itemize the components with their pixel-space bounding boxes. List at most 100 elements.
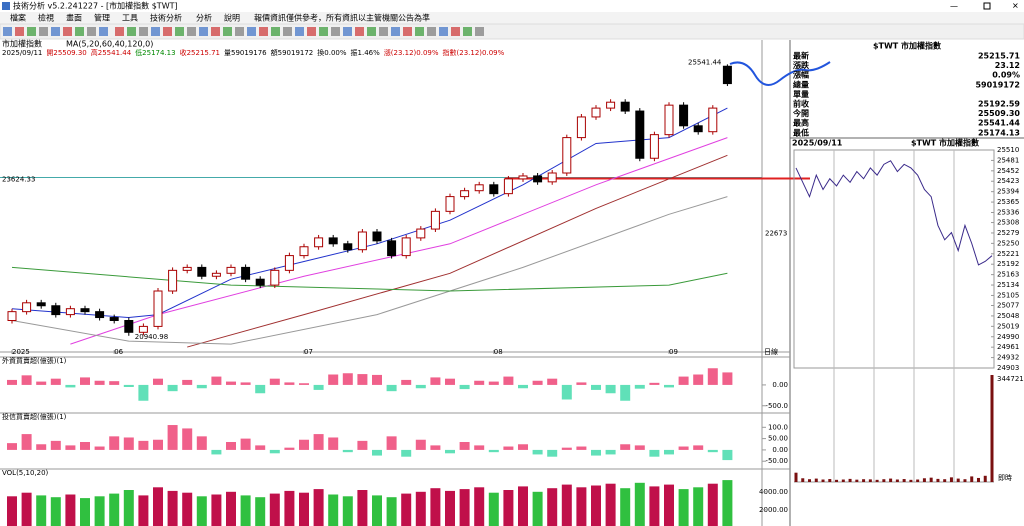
close[interactable]: ✕ (1012, 2, 1019, 11)
menu-item[interactable]: 檔案 (10, 13, 26, 23)
menu-item[interactable]: 畫面 (66, 13, 82, 23)
tool-icon[interactable] (127, 27, 136, 36)
tool-icon[interactable] (259, 27, 268, 36)
tool-icon[interactable] (199, 27, 208, 36)
bar (386, 384, 397, 392)
bar (532, 449, 543, 455)
bar (664, 484, 674, 526)
bar (94, 496, 105, 526)
bar (123, 384, 134, 387)
bar (372, 449, 382, 456)
x-tick-label: 06 (114, 348, 123, 356)
tool-icon[interactable] (355, 27, 364, 36)
toolbar-icons (3, 27, 484, 36)
tool-icon[interactable] (463, 27, 472, 36)
bar (226, 491, 236, 526)
tool-icon[interactable] (115, 27, 124, 36)
bar (50, 440, 61, 450)
info-item: 高25541.44 (91, 48, 132, 57)
maximize[interactable] (983, 2, 991, 10)
bar (634, 482, 645, 526)
info-item: 額59019172 (271, 48, 314, 57)
tool-icon[interactable] (75, 27, 84, 36)
bar (342, 449, 353, 453)
bar (707, 368, 718, 385)
menu-item[interactable]: 說明 (224, 13, 240, 23)
tool-icon[interactable] (439, 27, 448, 36)
tool-icon[interactable] (427, 27, 436, 36)
bar (620, 384, 631, 401)
x-tick-label: 09 (669, 348, 678, 356)
y-tick-label: 25481 (997, 156, 1019, 164)
bar (153, 378, 163, 385)
bar (678, 376, 689, 385)
candle (708, 107, 718, 133)
bar (576, 487, 587, 526)
minimize[interactable]: — (950, 2, 958, 11)
quote-value: 25541.44 (978, 119, 1020, 128)
y-tick-label: 4000.00 (759, 488, 788, 496)
tool-icon[interactable] (187, 27, 196, 36)
tool-icon[interactable] (99, 27, 108, 36)
volume-bar (970, 476, 974, 482)
tool-icon[interactable] (475, 27, 484, 36)
tool-icon[interactable] (331, 27, 340, 36)
volume-bar (990, 375, 994, 482)
bar (707, 483, 718, 526)
tool-icon[interactable] (391, 27, 400, 36)
tool-icon[interactable] (175, 27, 184, 36)
tool-icon[interactable] (271, 27, 280, 36)
bar (561, 484, 572, 526)
tool-icon[interactable] (151, 27, 160, 36)
tool-icon[interactable] (307, 27, 316, 36)
volume-bar (889, 478, 893, 482)
candle (620, 101, 630, 112)
tool-icon[interactable] (295, 27, 304, 36)
tool-icon[interactable] (403, 27, 412, 36)
tool-icon[interactable] (343, 27, 352, 36)
bar (109, 493, 120, 526)
tool-icon[interactable] (51, 27, 60, 36)
volume-bar (949, 477, 953, 482)
menu-item[interactable]: 工具 (122, 14, 138, 23)
tool-icon[interactable] (87, 27, 96, 36)
tool-icon[interactable] (139, 27, 148, 36)
tool-icon[interactable] (283, 27, 292, 36)
tool-icon[interactable] (247, 27, 256, 36)
bar (65, 445, 76, 450)
bar (693, 487, 704, 526)
bar (372, 495, 382, 526)
tool-icon[interactable] (211, 27, 220, 36)
quote-value: 25192.59 (978, 100, 1020, 109)
tool-icon[interactable] (27, 27, 36, 36)
tool-icon[interactable] (39, 27, 48, 36)
tool-icon[interactable] (15, 27, 24, 36)
info-item: 量59019176 (224, 49, 267, 57)
menu-item[interactable]: 管理 (94, 13, 110, 23)
tool-icon[interactable] (3, 27, 12, 36)
tool-icon[interactable] (451, 27, 460, 36)
bar (342, 496, 353, 526)
candle (474, 184, 484, 192)
tool-icon[interactable] (319, 27, 328, 36)
volume-bar (801, 478, 805, 482)
menu-item[interactable]: 檢視 (38, 13, 54, 23)
volume-bar (875, 479, 879, 482)
bar (372, 374, 382, 385)
tool-icon[interactable] (415, 27, 424, 36)
menu-item[interactable]: 分析 (196, 13, 212, 23)
tool-icon[interactable] (163, 27, 172, 36)
y-tick-label: 25308 (997, 219, 1019, 227)
tool-icon[interactable] (63, 27, 72, 36)
volume-bar (936, 478, 940, 482)
candle (503, 178, 513, 195)
tool-icon[interactable] (235, 27, 244, 36)
bar (415, 439, 426, 450)
tool-icon[interactable] (379, 27, 388, 36)
menu-item[interactable]: 技術分析 (150, 13, 182, 23)
tool-icon[interactable] (223, 27, 232, 36)
tool-icon[interactable] (367, 27, 376, 36)
candle (168, 269, 178, 292)
